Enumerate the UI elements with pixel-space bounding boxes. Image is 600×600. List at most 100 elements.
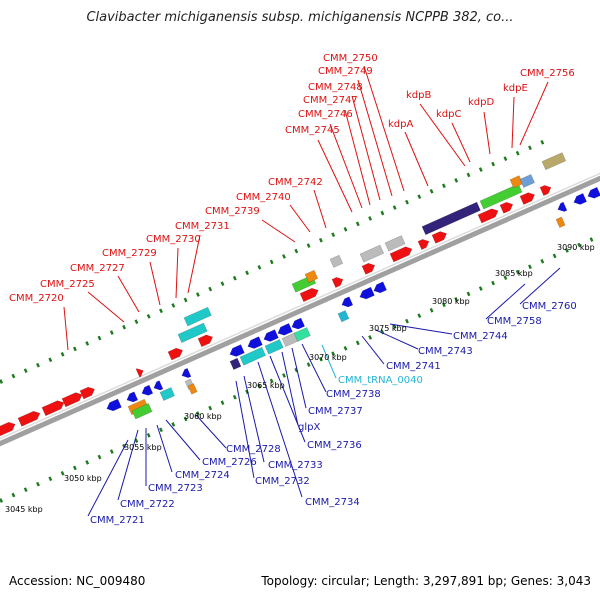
scale-label: 3090 kbp <box>557 243 595 252</box>
connector-line <box>235 380 255 479</box>
gene-block <box>183 306 212 327</box>
gene-label[interactable]: CMM_2742 <box>268 177 323 188</box>
gene-label[interactable]: CMM_2721 <box>90 515 145 526</box>
scale-tick <box>245 270 250 276</box>
scale-tick <box>294 248 299 254</box>
scale-tick <box>257 265 262 270</box>
map-title: Clavibacter michiganensis subsp. michiga… <box>86 10 514 25</box>
gene-label[interactable]: CMM_2749 <box>318 66 373 77</box>
gene-label[interactable]: CMM_2740 <box>236 192 291 203</box>
gene-block <box>159 387 175 401</box>
gene-block <box>126 391 139 403</box>
gene-block <box>304 269 319 283</box>
gene-label[interactable]: glpX <box>298 422 320 433</box>
gene-label[interactable]: kdpC <box>436 109 461 120</box>
connector-line <box>281 351 299 426</box>
gene-label[interactable]: CMM_2724 <box>175 470 230 481</box>
gene-label[interactable]: CMM_2747 <box>303 95 358 106</box>
gene-label[interactable]: CMM_2729 <box>102 248 157 259</box>
gene-label[interactable]: CMM_2743 <box>418 346 473 357</box>
gene-label[interactable]: CMM_2756 <box>520 68 575 79</box>
gene-features <box>0 152 600 437</box>
gene-block <box>421 201 481 236</box>
connector-line <box>261 219 296 243</box>
gene-label[interactable]: kdpB <box>406 90 431 101</box>
scale-tick <box>48 357 53 363</box>
scale-label: 3080 kbp <box>432 297 470 306</box>
gene-block <box>539 185 552 196</box>
gene-block <box>519 192 535 205</box>
gene-label[interactable]: CMM_2737 <box>308 406 363 417</box>
gene-label[interactable]: CMM_2722 <box>120 499 175 510</box>
scale-tick <box>528 264 532 270</box>
gene-label[interactable]: CMM_2741 <box>386 361 441 372</box>
gene-label[interactable]: CMM_2738 <box>326 389 381 400</box>
connector-line <box>291 347 307 409</box>
gene-label[interactable]: CMM_2727 <box>70 263 125 274</box>
connector-line <box>317 139 353 213</box>
gene-block <box>106 398 122 412</box>
scale-tick <box>331 351 336 357</box>
gene-block <box>239 346 266 366</box>
scale-tick <box>577 242 582 248</box>
scale-tick <box>72 465 77 471</box>
connector-line <box>519 81 549 146</box>
gene-block <box>264 339 284 355</box>
gene-label[interactable]: kdpD <box>468 97 494 108</box>
connector-line <box>404 131 429 187</box>
gene-label[interactable]: CMM_2750 <box>323 53 378 64</box>
scale-tick <box>429 307 434 313</box>
gene-label[interactable]: CMM_2732 <box>255 476 310 487</box>
gene-label[interactable]: CMM_2739 <box>205 206 260 217</box>
scale-tick <box>380 210 385 216</box>
scale-tick <box>0 498 4 503</box>
forward-gene-labels: CMM_2720 CMM_2725 CMM_2727 CMM_2729 CMM_… <box>9 53 575 304</box>
gene-label[interactable]: CMM_2746 <box>298 109 353 120</box>
gene-label[interactable]: kdpA <box>388 119 413 130</box>
gene-label[interactable]: CMM_2728 <box>226 444 281 455</box>
gene-label[interactable]: CMM_2731 <box>175 221 230 232</box>
gene-label[interactable]: CMM_2733 <box>268 460 323 471</box>
gene-label[interactable]: CMM_2745 <box>285 125 340 136</box>
connector-line <box>361 335 385 365</box>
connector-line <box>257 361 303 498</box>
scale-tick <box>232 275 237 281</box>
scale-tick <box>195 411 200 416</box>
scale-tick <box>306 243 311 248</box>
gene-block <box>519 174 535 188</box>
gene-label[interactable]: CMM_2744 <box>453 331 508 342</box>
connector-line <box>313 189 327 229</box>
genome-backbone <box>0 172 600 447</box>
gene-label[interactable]: CMM_2730 <box>146 234 201 245</box>
label-connectors <box>63 65 561 517</box>
gene-block <box>187 383 198 395</box>
scale-tick <box>36 481 40 487</box>
gene-label[interactable]: CMM_2720 <box>9 293 64 304</box>
connector-line <box>289 204 311 233</box>
gene-block <box>291 317 305 330</box>
gene-label[interactable]: CMM_2758 <box>487 316 542 327</box>
scale-labels: 3045 kbp 3050 kbp 3055 kbp 3060 kbp 3065… <box>5 243 595 514</box>
gene-label[interactable]: CMM_2736 <box>307 440 362 451</box>
scale-tick <box>589 237 594 242</box>
gene-label[interactable]: CMM_2734 <box>305 497 360 508</box>
gene-label[interactable]: CMM_tRNA_0040 <box>338 375 423 386</box>
gene-label[interactable]: CMM_2760 <box>522 301 577 312</box>
scale-tick <box>72 346 77 352</box>
gene-label[interactable]: kdpE <box>503 83 528 94</box>
gene-block <box>197 334 213 348</box>
gene-label[interactable]: CMM_2726 <box>202 457 257 468</box>
scale-tick <box>454 178 459 183</box>
scale-tick <box>60 352 65 357</box>
gene-block <box>389 246 413 263</box>
connector-line <box>483 111 491 155</box>
scale-tick <box>269 259 274 265</box>
connector-line <box>329 123 363 209</box>
gene-label[interactable]: CMM_2723 <box>148 483 203 494</box>
scale-tick <box>392 324 397 329</box>
scale-tick <box>48 476 53 482</box>
scale-tick <box>159 427 163 433</box>
gene-label[interactable]: CMM_2725 <box>40 279 95 290</box>
gene-label[interactable]: CMM_2748 <box>308 82 363 93</box>
scale-tick <box>257 384 262 389</box>
